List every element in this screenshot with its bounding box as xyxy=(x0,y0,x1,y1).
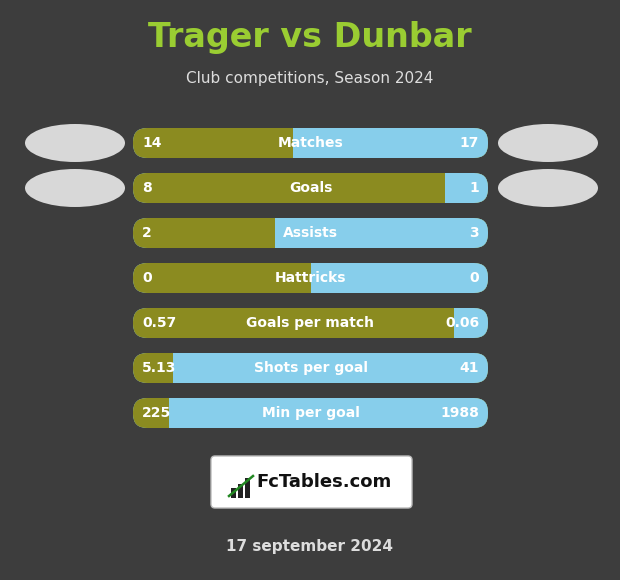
Text: Goals: Goals xyxy=(289,181,332,195)
FancyBboxPatch shape xyxy=(133,353,488,383)
Bar xyxy=(293,128,307,158)
Text: 3: 3 xyxy=(469,226,479,240)
FancyBboxPatch shape xyxy=(133,308,488,338)
FancyBboxPatch shape xyxy=(445,173,488,203)
Text: 1: 1 xyxy=(469,181,479,195)
Bar xyxy=(275,218,289,248)
Text: 0.06: 0.06 xyxy=(445,316,479,330)
Text: 225: 225 xyxy=(142,406,171,420)
Ellipse shape xyxy=(25,169,125,207)
FancyBboxPatch shape xyxy=(133,398,488,428)
Text: 5.13: 5.13 xyxy=(142,361,176,375)
Text: Min per goal: Min per goal xyxy=(262,406,360,420)
Bar xyxy=(454,308,468,338)
Text: 0.57: 0.57 xyxy=(142,316,176,330)
Text: Trager vs Dunbar: Trager vs Dunbar xyxy=(148,21,472,55)
Text: 0: 0 xyxy=(142,271,152,285)
FancyBboxPatch shape xyxy=(133,263,488,293)
FancyBboxPatch shape xyxy=(133,398,488,428)
FancyBboxPatch shape xyxy=(133,218,488,248)
Bar xyxy=(169,398,184,428)
FancyBboxPatch shape xyxy=(293,128,488,158)
FancyBboxPatch shape xyxy=(133,218,488,248)
FancyBboxPatch shape xyxy=(133,308,488,338)
FancyBboxPatch shape xyxy=(169,398,488,428)
Bar xyxy=(445,173,459,203)
FancyBboxPatch shape xyxy=(133,128,488,158)
FancyBboxPatch shape xyxy=(211,456,412,508)
Ellipse shape xyxy=(498,124,598,162)
Text: 14: 14 xyxy=(142,136,161,150)
Text: 0: 0 xyxy=(469,271,479,285)
FancyBboxPatch shape xyxy=(173,353,488,383)
FancyBboxPatch shape xyxy=(133,128,488,158)
Bar xyxy=(173,353,187,383)
Bar xyxy=(231,488,236,498)
FancyBboxPatch shape xyxy=(133,173,488,203)
Text: 17: 17 xyxy=(459,136,479,150)
Text: 1988: 1988 xyxy=(440,406,479,420)
Text: Goals per match: Goals per match xyxy=(247,316,374,330)
FancyBboxPatch shape xyxy=(133,353,488,383)
Text: 17 september 2024: 17 september 2024 xyxy=(226,539,394,554)
Text: Club competitions, Season 2024: Club competitions, Season 2024 xyxy=(187,71,433,85)
FancyBboxPatch shape xyxy=(275,218,488,248)
Ellipse shape xyxy=(498,169,598,207)
Text: Assists: Assists xyxy=(283,226,338,240)
Text: 8: 8 xyxy=(142,181,152,195)
Text: 41: 41 xyxy=(459,361,479,375)
FancyBboxPatch shape xyxy=(311,263,488,293)
FancyBboxPatch shape xyxy=(454,308,488,338)
FancyBboxPatch shape xyxy=(133,263,488,293)
Text: Hattricks: Hattricks xyxy=(275,271,346,285)
Bar xyxy=(238,484,243,498)
Text: FcTables.com: FcTables.com xyxy=(256,473,391,491)
Text: Matches: Matches xyxy=(278,136,343,150)
Text: 2: 2 xyxy=(142,226,152,240)
Text: Shots per goal: Shots per goal xyxy=(254,361,368,375)
FancyBboxPatch shape xyxy=(133,173,488,203)
Bar xyxy=(311,263,324,293)
Bar xyxy=(245,478,250,498)
Ellipse shape xyxy=(25,124,125,162)
